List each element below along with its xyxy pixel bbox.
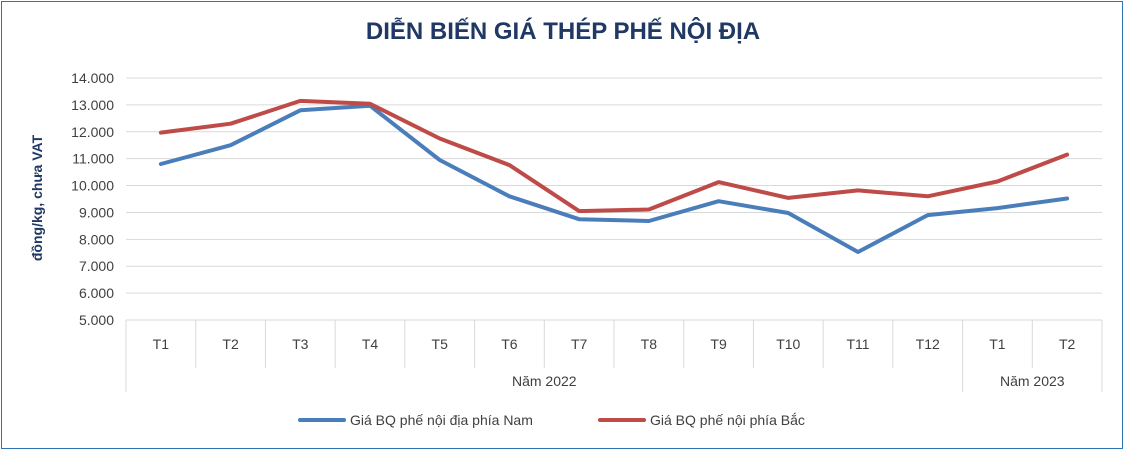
series-lines [158, 98, 1070, 254]
y-tick-label: 12.000 [71, 124, 114, 140]
y-tick-label: 8.000 [79, 231, 114, 247]
chart-title: DIỄN BIẾN GIÁ THÉP PHẾ NỘI ĐỊA [365, 18, 761, 45]
y-tick-label: 9.000 [79, 204, 114, 220]
y-tick-label: 5.000 [79, 312, 114, 328]
x-tick-label: T5 [432, 336, 449, 352]
x-tick-label: T4 [362, 336, 379, 352]
x-tick-label: T12 [916, 336, 940, 352]
legend-label: Giá BQ phế nội địa phía Nam [350, 412, 533, 428]
x-group-label: Năm 2023 [1000, 373, 1065, 389]
x-tick-label: T2 [1059, 336, 1076, 352]
y-tick-label: 7.000 [79, 258, 114, 274]
gridlines [126, 77, 1102, 321]
x-tick-label: T7 [571, 336, 588, 352]
series-line-2 [158, 98, 1070, 214]
x-axis: T1 T2 T3 T4 T5 T6 T7 T8 T9 T10 T11 T12 T1 T2 Năm 2022 N… [125, 320, 1103, 392]
y-tick-label: 10.000 [71, 178, 114, 194]
x-group-label: Năm 2022 [512, 373, 577, 389]
x-tick-label: T11 [846, 336, 869, 352]
x-tick-label: T10 [776, 336, 800, 352]
y-tick-label: 14.000 [71, 70, 114, 86]
y-axis: 5.000 6.000 7.000 8.000 9.000 10.000 11.000 12.… [71, 70, 114, 328]
series-line-1 [158, 103, 1070, 254]
legend: Giá BQ phế nội địa phía Nam Giá BQ phế nộ… [298, 412, 805, 428]
x-tick-label: T1 [989, 336, 1006, 352]
y-tick-label: 11.000 [72, 151, 114, 167]
x-tick-label: T6 [501, 336, 518, 352]
y-tick-label: 6.000 [79, 285, 114, 301]
x-tick-label: T1 [153, 336, 170, 352]
x-tick-label: T8 [641, 336, 658, 352]
x-tick-label: T2 [222, 336, 239, 352]
x-tick-label: T3 [292, 336, 309, 352]
legend-label: Giá BQ phế nội phía Bắc [650, 412, 805, 428]
y-tick-label: 13.000 [71, 97, 114, 113]
y-axis-label: đồng/kg, chưa VAT [29, 134, 45, 261]
x-tick-label: T9 [710, 336, 727, 352]
